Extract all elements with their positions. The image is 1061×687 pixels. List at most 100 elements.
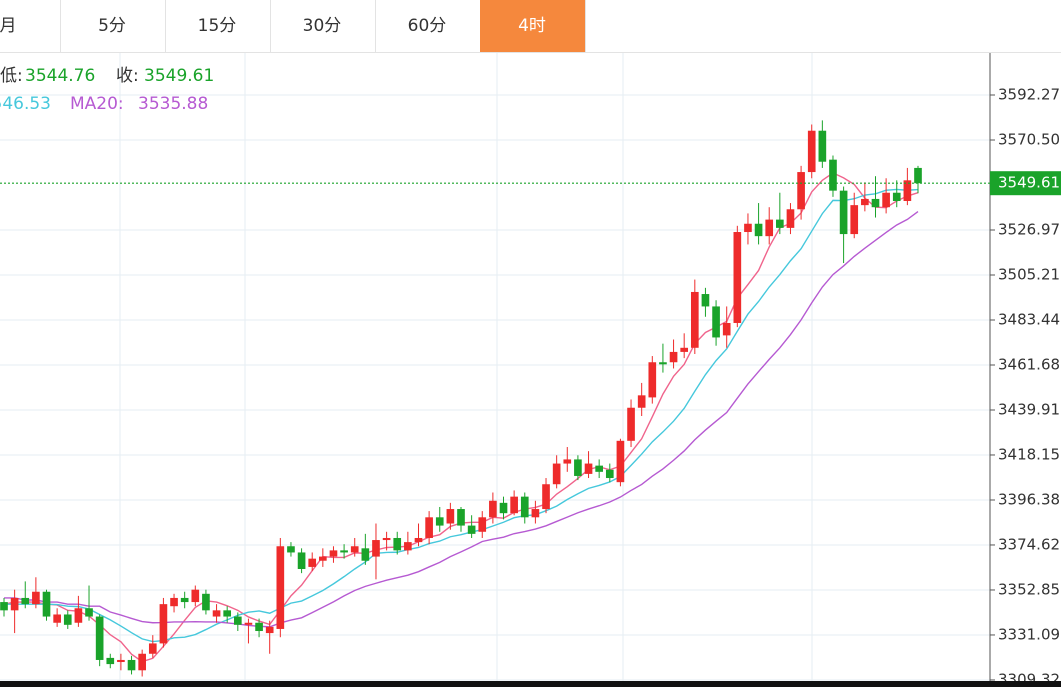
ma-layer	[3, 172, 919, 663]
grid-layer	[0, 53, 990, 687]
candle-body	[499, 502, 508, 514]
candle-body	[446, 509, 455, 524]
candle-body	[202, 593, 210, 611]
ma-line	[4, 211, 919, 628]
candle-body	[861, 198, 869, 206]
bottom-bar	[0, 681, 1061, 687]
ma-line	[3, 172, 919, 663]
candle-body	[435, 517, 444, 526]
candle-body	[690, 291, 699, 348]
candle-body	[605, 469, 614, 479]
candle-body	[765, 219, 774, 237]
candle-body	[382, 537, 391, 541]
candle-body	[722, 322, 731, 336]
candle-body	[159, 604, 168, 644]
candle-body	[233, 616, 242, 625]
candle-body	[584, 463, 593, 474]
candle-body	[170, 597, 178, 607]
candle-body	[574, 459, 582, 476]
candle-body	[180, 597, 189, 603]
candle-body	[457, 509, 465, 526]
ma20-value: 3535.88	[138, 94, 208, 114]
candle-body	[701, 294, 710, 307]
candle-body	[850, 205, 859, 235]
tab-active[interactable]: 4时	[518, 16, 546, 36]
tab[interactable]: 15分	[198, 16, 237, 36]
candle-body	[276, 546, 285, 629]
candle-body	[42, 591, 51, 617]
ma-line	[4, 188, 919, 643]
candle-body	[520, 496, 529, 518]
candle-body	[117, 659, 125, 663]
candle-body	[627, 407, 635, 441]
candle-body	[776, 219, 784, 228]
candle-body	[223, 610, 232, 617]
candle-body	[552, 463, 561, 485]
candle-body	[478, 517, 487, 532]
last-price-label: 3549.61	[998, 174, 1060, 192]
y-tick-label: 3352.85	[998, 580, 1060, 598]
tab[interactable]: 30分	[303, 16, 342, 36]
candle-body	[393, 537, 402, 551]
candle-body	[63, 614, 72, 625]
y-tick-label: 3374.62	[998, 535, 1060, 553]
candle-body	[95, 616, 104, 660]
y-tick-label: 3418.15	[998, 445, 1060, 463]
candle-body	[637, 395, 646, 408]
y-tick-label: 3505.21	[998, 265, 1060, 283]
candle-body	[10, 597, 19, 611]
candle-body	[404, 542, 412, 551]
info-panel: 低: 3544.76 收: 3549.61 3546.53 MA20: 3535…	[0, 66, 214, 114]
candle-body	[319, 556, 327, 561]
candle-body	[21, 597, 30, 605]
close-label: 收:	[116, 66, 139, 86]
candle-body	[53, 614, 61, 623]
tab[interactable]: 月	[0, 16, 17, 36]
candle-body	[467, 525, 476, 534]
ma20-label: MA20:	[70, 94, 124, 114]
candle-body	[148, 643, 157, 654]
candle-body	[744, 223, 752, 233]
candle-body	[797, 172, 805, 210]
candle-body	[265, 626, 274, 634]
candle-body	[425, 517, 433, 538]
candle-body	[786, 209, 795, 228]
tab[interactable]: 60分	[408, 16, 447, 36]
candle-body	[32, 591, 40, 605]
candle-body	[871, 198, 880, 208]
candle-body	[733, 232, 742, 323]
candle-body	[329, 550, 338, 557]
candle-body	[212, 610, 221, 617]
candle-body	[297, 552, 306, 569]
last-price-box	[990, 171, 1061, 196]
candle-body	[818, 130, 827, 162]
candle-body	[0, 602, 8, 611]
candle-body	[372, 540, 380, 557]
candle-body	[754, 223, 763, 237]
candle-body	[616, 440, 625, 483]
low-value: 3544.76	[25, 66, 95, 86]
candle-body	[489, 500, 497, 518]
candle-body	[255, 622, 263, 632]
y-tick-label: 3461.68	[998, 355, 1060, 373]
candle-body	[595, 465, 603, 472]
candle-body	[882, 192, 890, 208]
candle-body	[361, 548, 370, 561]
y-tick-label: 3396.38	[998, 490, 1060, 508]
candle-body	[659, 362, 667, 365]
tab-active-bg[interactable]	[480, 0, 585, 52]
candle-body	[510, 496, 518, 514]
low-label: 低:	[0, 66, 23, 86]
candle-body	[839, 190, 848, 235]
tab[interactable]: 5分	[98, 16, 126, 36]
candle-body	[563, 459, 572, 464]
candle-body	[669, 351, 678, 363]
candle-body	[350, 546, 359, 553]
candle-body	[191, 589, 200, 603]
candle-layer	[0, 120, 922, 677]
candle-body	[680, 347, 689, 352]
y-tick-label: 3570.50	[998, 131, 1060, 149]
y-tick-label: 3439.91	[998, 400, 1060, 418]
candle-body	[106, 657, 115, 665]
